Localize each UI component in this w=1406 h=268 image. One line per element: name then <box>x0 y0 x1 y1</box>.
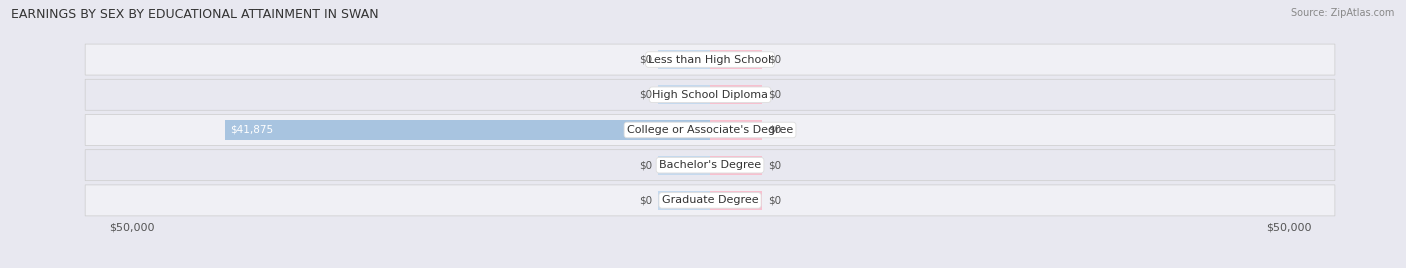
Text: EARNINGS BY SEX BY EDUCATIONAL ATTAINMENT IN SWAN: EARNINGS BY SEX BY EDUCATIONAL ATTAINMEN… <box>11 8 378 21</box>
Text: $41,875: $41,875 <box>231 125 273 135</box>
Text: Source: ZipAtlas.com: Source: ZipAtlas.com <box>1291 8 1395 18</box>
Bar <box>658 85 710 105</box>
Text: $0: $0 <box>768 160 780 170</box>
Text: Less than High School: Less than High School <box>648 55 772 65</box>
Text: $0: $0 <box>768 55 780 65</box>
Bar <box>710 50 762 69</box>
Bar <box>710 155 762 175</box>
Text: $0: $0 <box>640 195 652 205</box>
Bar <box>710 120 762 140</box>
FancyBboxPatch shape <box>86 150 1334 181</box>
FancyBboxPatch shape <box>86 114 1334 146</box>
Bar <box>658 155 710 175</box>
Text: $0: $0 <box>768 125 780 135</box>
Text: $0: $0 <box>640 160 652 170</box>
Text: College or Associate's Degree: College or Associate's Degree <box>627 125 793 135</box>
Text: High School Diploma: High School Diploma <box>652 90 768 100</box>
Text: Bachelor's Degree: Bachelor's Degree <box>659 160 761 170</box>
Text: $0: $0 <box>640 55 652 65</box>
Text: $0: $0 <box>640 90 652 100</box>
Bar <box>225 120 710 140</box>
FancyBboxPatch shape <box>86 79 1334 110</box>
FancyBboxPatch shape <box>86 185 1334 216</box>
Text: $0: $0 <box>768 195 780 205</box>
Bar <box>658 191 710 210</box>
Bar <box>658 50 710 69</box>
Bar <box>710 85 762 105</box>
Text: Graduate Degree: Graduate Degree <box>662 195 758 205</box>
FancyBboxPatch shape <box>86 44 1334 75</box>
Bar <box>710 191 762 210</box>
Text: $0: $0 <box>768 90 780 100</box>
